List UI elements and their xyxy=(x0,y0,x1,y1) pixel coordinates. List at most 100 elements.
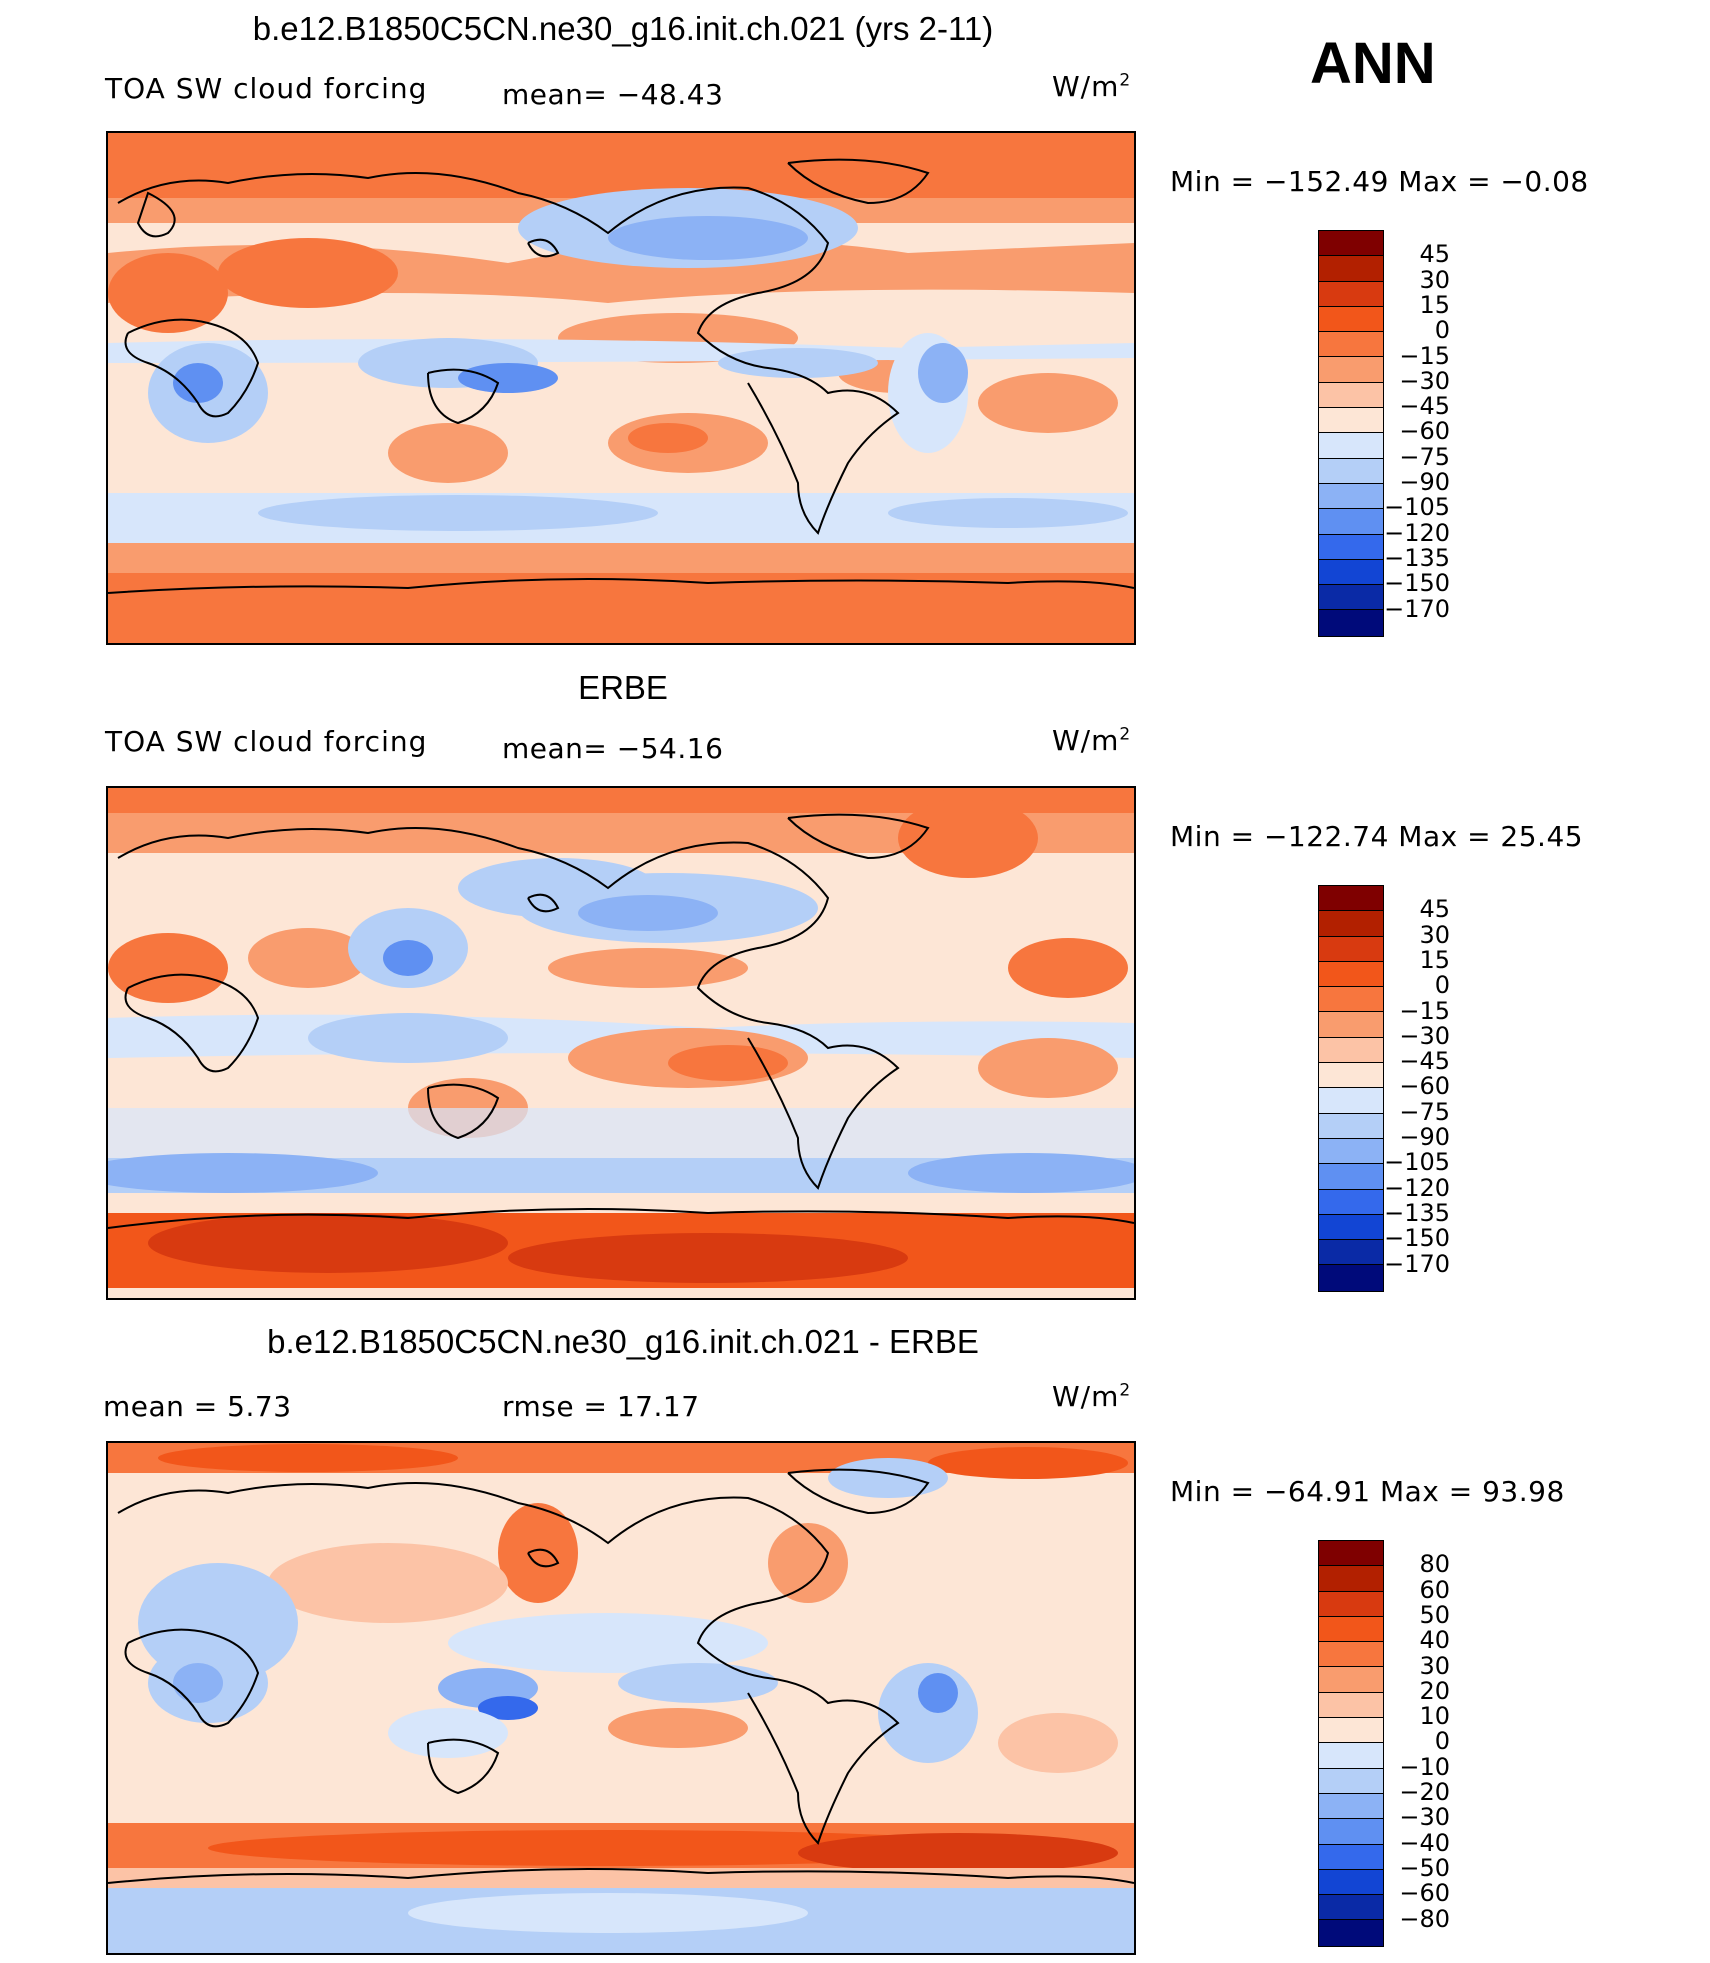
panel-1-map xyxy=(106,131,1136,645)
colorbar-tick-label: 20 xyxy=(1419,1676,1450,1705)
colorbar-tick-label: −50 xyxy=(1399,1853,1450,1882)
colorbar-swatch xyxy=(1319,1616,1383,1643)
panel-3-map xyxy=(106,1441,1136,1955)
colorbar-swatch xyxy=(1319,1240,1383,1266)
colorbar-tick-label: −150 xyxy=(1384,569,1450,598)
panel-1-mean-label: mean= −48.43 xyxy=(502,78,724,111)
colorbar-tick-label: −30 xyxy=(1399,1803,1450,1832)
colorbar-tick-label: −60 xyxy=(1399,1072,1450,1101)
colorbar-swatch xyxy=(1319,509,1383,535)
colorbar-swatch xyxy=(1319,306,1383,333)
colorbar-tick-label: −90 xyxy=(1399,468,1450,496)
panel-1-colorbar xyxy=(1318,230,1384,637)
colorbar-swatch xyxy=(1319,1692,1383,1719)
panel-3-colorbar xyxy=(1318,1540,1384,1947)
colorbar-swatch xyxy=(1319,1189,1383,1215)
panel-2-title: ERBE xyxy=(578,669,668,706)
colorbar-swatch xyxy=(1319,1113,1383,1139)
colorbar-tick-label: 30 xyxy=(1419,265,1450,294)
colorbar-tick-label: −90 xyxy=(1399,1123,1450,1151)
colorbar-tick-label: −75 xyxy=(1399,442,1450,471)
colorbar-tick-label: −45 xyxy=(1399,1047,1450,1076)
colorbar-tick-label: −105 xyxy=(1384,1148,1450,1177)
colorbar-tick-label: 60 xyxy=(1419,1575,1450,1604)
colorbar-swatch xyxy=(1319,1541,1383,1567)
colorbar-tick-label: 0 xyxy=(1434,316,1450,345)
colorbar-tick-label: −30 xyxy=(1399,366,1450,395)
colorbar-tick-label: −40 xyxy=(1399,1828,1450,1857)
colorbar-swatch xyxy=(1319,1743,1383,1769)
colorbar-tick-label: −80 xyxy=(1399,1904,1450,1933)
colorbar-tick-label: −15 xyxy=(1399,996,1450,1025)
colorbar-tick-label: −60 xyxy=(1399,1879,1450,1908)
colorbar-tick-label: −105 xyxy=(1384,493,1450,522)
colorbar-tick-label: −60 xyxy=(1399,417,1450,446)
panel-2-variable-label: TOA SW cloud forcing xyxy=(105,725,428,758)
colorbar-tick-label: −135 xyxy=(1384,1198,1450,1227)
colorbar-swatch xyxy=(1319,357,1383,383)
colorbar-swatch xyxy=(1319,1012,1383,1038)
colorbar-tick-label: 0 xyxy=(1434,971,1450,1000)
colorbar-tick-label: 0 xyxy=(1434,1727,1450,1756)
panel-3-min-max: Min = −64.91 Max = 93.98 xyxy=(1170,1475,1565,1508)
colorbar-swatch xyxy=(1319,281,1383,307)
colorbar-tick-label: −30 xyxy=(1399,1021,1450,1050)
colorbar-tick-label: 15 xyxy=(1419,290,1450,319)
colorbar-swatch xyxy=(1319,256,1383,282)
panel-1-variable-label: TOA SW cloud forcing xyxy=(105,72,428,105)
colorbar-swatch xyxy=(1319,1844,1383,1870)
colorbar-swatch xyxy=(1319,433,1383,459)
colorbar-tick-label: −120 xyxy=(1384,518,1450,547)
colorbar-swatch xyxy=(1319,1164,1383,1190)
colorbar-tick-label: −20 xyxy=(1399,1778,1450,1806)
panel-3-rmse-label: rmse = 17.17 xyxy=(502,1390,700,1423)
colorbar-swatch xyxy=(1319,1920,1383,1946)
colorbar-swatch xyxy=(1319,1591,1383,1617)
colorbar-swatch xyxy=(1319,987,1383,1013)
colorbar-swatch xyxy=(1319,1869,1383,1896)
colorbar-tick-label: −45 xyxy=(1399,392,1450,421)
panel-3-title: b.e12.B1850C5CN.ne30_g16.init.ch.021 - E… xyxy=(267,1323,979,1360)
panel-1-units: W/m2 xyxy=(1052,70,1132,103)
colorbar-tick-label: 30 xyxy=(1419,920,1450,949)
colorbar-tick-label: 30 xyxy=(1419,1651,1450,1680)
panel-3-map-svg xyxy=(108,1443,1134,1953)
colorbar-tick-label: −170 xyxy=(1384,594,1450,623)
colorbar-swatch xyxy=(1319,585,1383,611)
panel-1-map-svg xyxy=(108,133,1134,643)
colorbar-swatch xyxy=(1319,1063,1383,1089)
colorbar-swatch xyxy=(1319,534,1383,560)
panel-3-units: W/m2 xyxy=(1052,1380,1132,1413)
colorbar-swatch xyxy=(1319,1265,1383,1291)
colorbar-tick-label: −15 xyxy=(1399,341,1450,370)
panel-2-map-svg xyxy=(108,788,1134,1298)
panel-2-colorbar xyxy=(1318,885,1384,1292)
colorbar-swatch xyxy=(1319,1566,1383,1592)
colorbar-swatch xyxy=(1319,961,1383,988)
colorbar-tick-label: 10 xyxy=(1419,1702,1450,1731)
colorbar-tick-label: −150 xyxy=(1384,1224,1450,1253)
colorbar-swatch xyxy=(1319,1667,1383,1693)
colorbar-tick-label: 45 xyxy=(1419,240,1450,269)
colorbar-swatch xyxy=(1319,911,1383,937)
colorbar-swatch xyxy=(1319,1718,1383,1744)
colorbar-swatch xyxy=(1319,1037,1383,1064)
colorbar-swatch xyxy=(1319,458,1383,484)
colorbar-swatch xyxy=(1319,483,1383,510)
colorbar-swatch xyxy=(1319,1768,1383,1794)
colorbar-swatch xyxy=(1319,231,1383,257)
colorbar-tick-label: −135 xyxy=(1384,543,1450,572)
colorbar-tick-label: −75 xyxy=(1399,1097,1450,1126)
colorbar-swatch xyxy=(1319,1088,1383,1114)
colorbar-swatch xyxy=(1319,1214,1383,1241)
colorbar-swatch xyxy=(1319,1819,1383,1845)
colorbar-swatch xyxy=(1319,408,1383,434)
colorbar-swatch xyxy=(1319,1138,1383,1165)
panel-3-mean-label: mean = 5.73 xyxy=(103,1390,292,1423)
panel-1-min-max: Min = −152.49 Max = −0.08 xyxy=(1170,165,1589,198)
colorbar-swatch xyxy=(1319,559,1383,586)
colorbar-tick-label: 45 xyxy=(1419,895,1450,924)
colorbar-swatch xyxy=(1319,1793,1383,1820)
colorbar-tick-label: −120 xyxy=(1384,1173,1450,1202)
panel-2-map xyxy=(106,786,1136,1300)
